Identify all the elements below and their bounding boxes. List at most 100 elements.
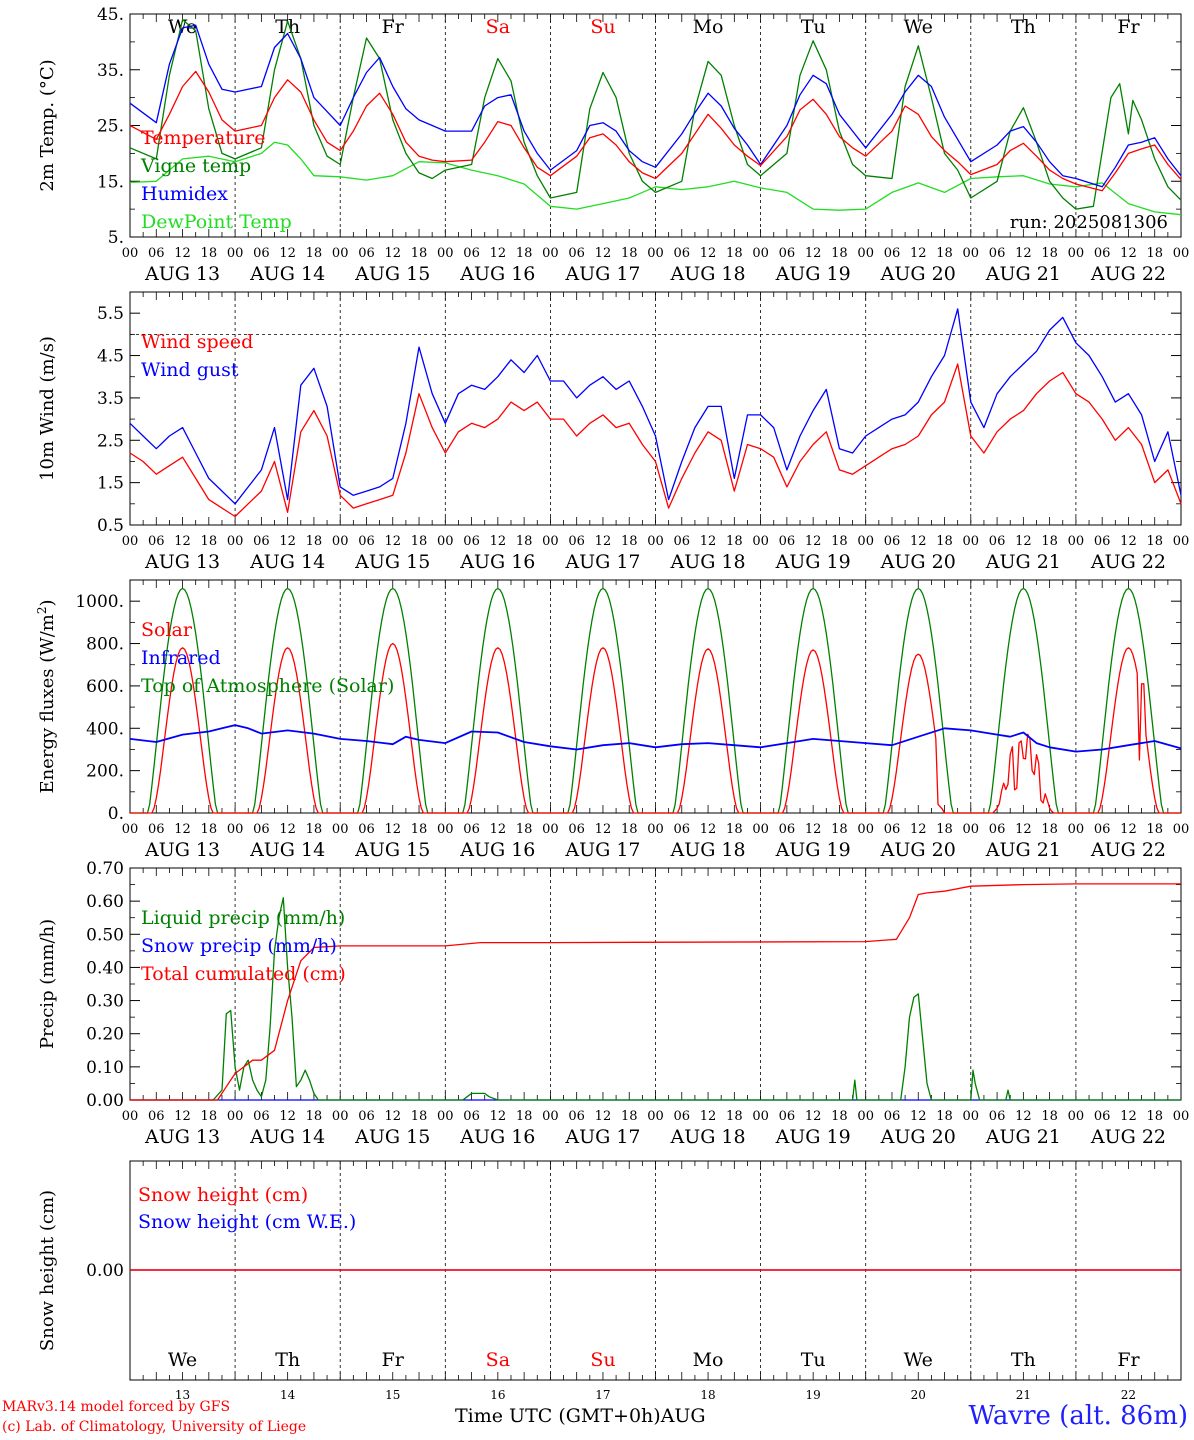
hour-label: 18 [936,246,953,261]
series-line [129,18,1182,210]
hour-label: 12 [384,1109,401,1124]
hour-label: 00 [437,822,454,837]
hour-label: 18 [621,1109,638,1124]
hour-label: 00 [857,246,874,261]
hour-label: 12 [1120,822,1137,837]
hour-label: 12 [595,1109,612,1124]
date-label: AUG 20 [880,263,956,285]
hour-label: 18 [726,246,743,261]
weekday-label: We [168,1349,197,1371]
day-number-label: 15 [385,1388,400,1402]
hour-label: 18 [306,534,323,549]
date-label: AUG 20 [880,1126,956,1148]
hour-label: 18 [621,534,638,549]
date-label: AUG 15 [354,263,430,285]
y-tick-label: 0.5 [97,516,124,536]
series-line [129,724,1182,753]
hour-label: 18 [1041,534,1058,549]
hour-label: 12 [910,246,927,261]
hour-label: 00 [752,822,769,837]
hour-label: 06 [884,534,901,549]
hour-label: 00 [963,534,980,549]
hour-label: 00 [227,1109,244,1124]
y-tick-label: 25. [97,117,124,137]
day-number-label: 14 [280,1388,296,1402]
hour-label: 12 [805,1109,822,1124]
hour-label: 06 [674,822,691,837]
hour-label: 18 [831,822,848,837]
day-number-label: 16 [490,1388,505,1402]
hour-label: 18 [1041,246,1058,261]
station-name: Wavre (alt. 86m) [968,1401,1188,1431]
hour-label: 18 [1041,1109,1058,1124]
date-label: AUG 16 [459,551,535,573]
date-label: AUG 13 [144,1126,220,1148]
hour-label: 00 [752,534,769,549]
series-line [130,642,1181,814]
hour-label: 18 [726,534,743,549]
hour-label: 18 [516,246,533,261]
hour-label: 06 [148,1109,165,1124]
hour-label: 00 [647,246,664,261]
legend-entry: Vigne temp [140,155,251,177]
hour-label: 12 [595,822,612,837]
date-label: AUG 22 [1090,1126,1166,1148]
hour-label: 06 [989,822,1006,837]
date-label: AUG 21 [985,839,1061,861]
y-tick-label: 0. [108,804,124,824]
hour-label: 00 [542,1109,559,1124]
hour-label: 12 [384,534,401,549]
hour-label: 06 [779,1109,796,1124]
hour-label: 12 [910,1109,927,1124]
weekday-label: Tu [801,16,826,38]
hour-label: 12 [1015,1109,1032,1124]
y-tick-label: 5. [108,228,124,248]
date-label: AUG 14 [249,839,325,861]
hour-label: 18 [726,822,743,837]
weekday-label: Sa [486,16,510,38]
hour-label: 06 [989,534,1006,549]
hour-label: 18 [726,1109,743,1124]
y-tick-label: 1000. [75,592,124,612]
hour-label: 00 [227,534,244,549]
y-tick-label: 0.50 [86,925,124,945]
hour-label: 12 [1120,1109,1137,1124]
hour-label: 06 [1094,822,1111,837]
legend-entry: Infrared [141,647,221,669]
hour-label: 18 [936,822,953,837]
date-label: AUG 22 [1090,263,1166,285]
y-tick-label: 0.20 [86,1025,124,1045]
hour-label: 12 [805,534,822,549]
y-tick-label: 4.5 [97,347,124,367]
hour-label: 12 [279,1109,296,1124]
date-label: AUG 18 [669,839,745,861]
date-label: AUG 16 [459,263,535,285]
hour-label: 00 [1173,822,1190,837]
y-tick-label: 0.10 [86,1058,124,1078]
hour-label: 00 [227,822,244,837]
hour-label: 00 [332,822,349,837]
weekday-label: We [904,1349,933,1371]
y-axis-title: 10m Wind (m/s) [37,336,58,481]
model-credit: MARv3.14 model forced by GFS [2,1399,231,1415]
date-label: AUG 15 [354,1126,430,1148]
hour-label: 00 [1068,822,1085,837]
date-label: AUG 21 [985,263,1061,285]
hour-label: 18 [306,246,323,261]
hour-label: 06 [463,822,480,837]
hour-label: 18 [411,1109,428,1124]
hour-label: 12 [279,246,296,261]
hour-label: 12 [910,822,927,837]
date-label: AUG 16 [459,839,535,861]
hour-label: 00 [542,822,559,837]
hour-label: 18 [201,534,218,549]
hour-label: 06 [463,1109,480,1124]
hour-label: 12 [384,822,401,837]
hour-label: 00 [857,534,874,549]
date-label: AUG 17 [564,263,640,285]
hour-label: 06 [463,246,480,261]
date-label: AUG 18 [669,1126,745,1148]
hour-label: 12 [1015,822,1032,837]
hour-label: 12 [805,246,822,261]
hour-label: 12 [1015,534,1032,549]
